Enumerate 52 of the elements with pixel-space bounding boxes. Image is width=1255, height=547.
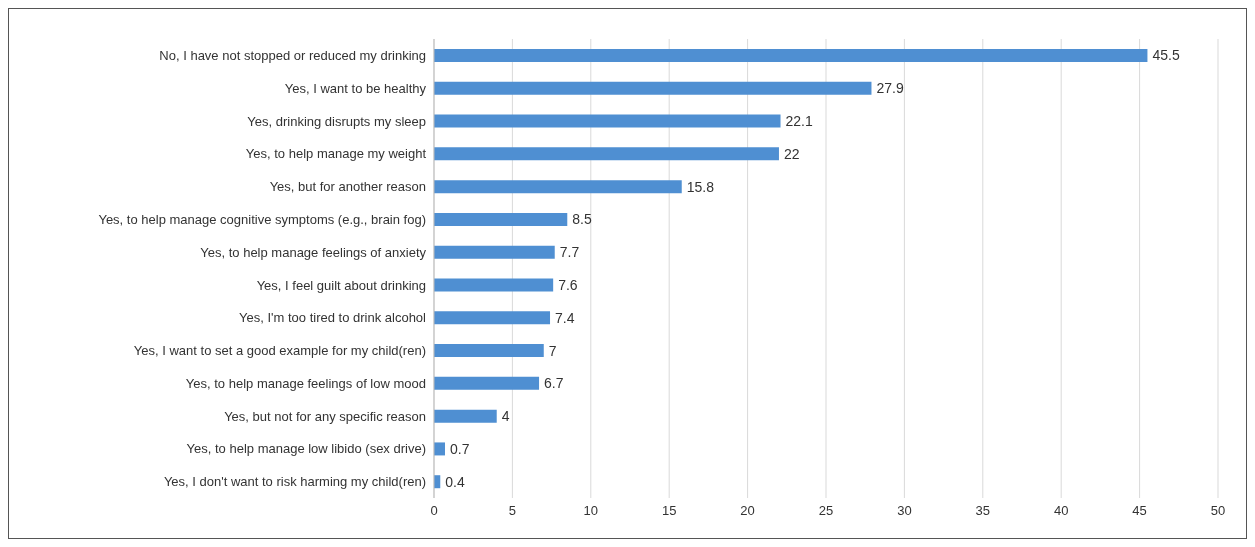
- data-label: 7: [548, 342, 557, 359]
- data-label: 7.7: [559, 244, 580, 261]
- y-tick-label: Yes, but not for any specific reason: [224, 408, 426, 424]
- y-tick-label: Yes, drinking disrupts my sleep: [247, 113, 426, 129]
- bar: [434, 49, 1148, 62]
- y-tick-label: No, I have not stopped or reduced my drinking: [159, 48, 426, 64]
- data-label: 15.8: [686, 178, 715, 195]
- data-label: 6.7: [544, 375, 564, 392]
- y-tick-label: Yes, to help manage cognitive symptoms (e.g., brain fog): [98, 211, 426, 227]
- bar: [434, 442, 445, 456]
- data-label: 4: [501, 408, 510, 425]
- x-tick-label: 20: [740, 503, 755, 519]
- bar: [434, 212, 568, 226]
- bar: [434, 278, 554, 292]
- y-tick-label: Yes, I don't want to risk harming my child(ren): [163, 474, 426, 490]
- data-label: 22: [783, 145, 800, 162]
- data-label: 8.5: [572, 211, 592, 228]
- bar: [434, 245, 555, 259]
- y-tick-label: Yes, to help manage my weight: [245, 146, 427, 162]
- x-tick-label: 0: [430, 503, 438, 519]
- y-tick-label: Yes, to help manage feelings of low mood: [185, 375, 426, 391]
- bar: [434, 114, 781, 128]
- x-tick-label: 50: [1210, 503, 1226, 519]
- y-tick-label: Yes, but for another reason: [269, 179, 426, 195]
- bar: [434, 147, 779, 161]
- y-tick-label: Yes, to help manage feelings of anxiety: [200, 244, 427, 260]
- x-tick-label: 40: [1053, 503, 1069, 519]
- bar: [434, 409, 497, 423]
- y-tick-label: Yes, to help manage low libido (sex drive): [186, 441, 426, 457]
- y-tick-label: Yes, I want to set a good example for my child(ren): [133, 343, 426, 359]
- bar: [434, 376, 540, 390]
- data-label: 7.4: [555, 309, 575, 326]
- x-tick-label: 45: [1132, 503, 1147, 519]
- data-label: 27.9: [876, 80, 904, 97]
- x-tick-label: 5: [508, 503, 517, 519]
- x-tick-label: 15: [661, 503, 677, 519]
- bar: [434, 180, 682, 194]
- y-tick-label: Yes, I'm too tired to drink alcohol: [239, 310, 427, 326]
- data-label: 45.5: [1152, 47, 1180, 64]
- x-tick-label: 35: [975, 503, 991, 519]
- y-tick-label: Yes, I want to be healthy: [284, 80, 427, 96]
- data-label: 0.4: [445, 473, 465, 490]
- bar: [434, 81, 872, 95]
- data-label: 22.1: [785, 113, 813, 130]
- x-tick-label: 30: [897, 503, 912, 519]
- data-label: 7.6: [558, 276, 578, 293]
- bar: [434, 311, 551, 325]
- y-tick-label: Yes, I feel guilt about drinking: [256, 277, 426, 293]
- bar: [434, 344, 544, 358]
- x-tick-label: 25: [818, 503, 834, 519]
- x-tick-label: 10: [583, 503, 599, 519]
- data-label: 0.7: [449, 440, 470, 457]
